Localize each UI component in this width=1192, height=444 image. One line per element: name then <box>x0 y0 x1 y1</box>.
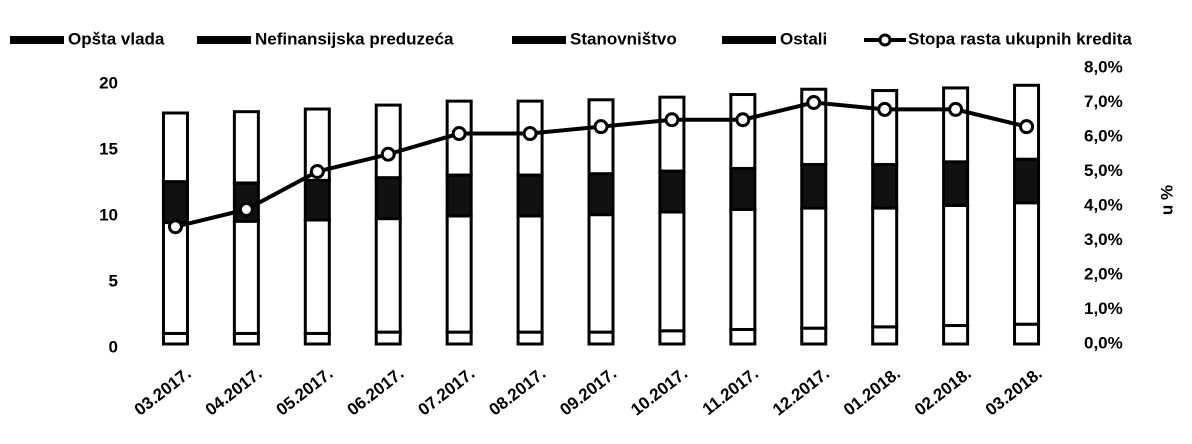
y2-axis-label: u % <box>1157 185 1176 215</box>
bar-segment <box>374 217 402 334</box>
bar-segment <box>232 110 260 185</box>
y2-tick-label: 3,0% <box>1084 230 1123 249</box>
y2-tick-label: 0,0% <box>1084 333 1123 352</box>
bar-segment <box>871 206 899 329</box>
line-marker <box>806 95 822 110</box>
bar-segment <box>942 324 970 346</box>
line-marker <box>1019 119 1035 135</box>
legend-label: Stanovništvo <box>570 29 677 48</box>
bar-segment <box>374 330 402 346</box>
bar-segment <box>161 221 189 335</box>
bar-segment <box>871 162 899 210</box>
bar-segment <box>587 98 615 176</box>
bar-segment <box>232 331 260 346</box>
x-tick-label: 09.2017. <box>556 364 620 420</box>
bar-segment <box>729 327 757 346</box>
x-tick-label: 06.2017. <box>344 364 408 420</box>
bar-segment <box>1013 322 1041 346</box>
x-tick-label: 01.2018. <box>840 364 904 420</box>
line-marker <box>593 119 609 135</box>
bar-segment <box>445 214 473 334</box>
bar-segment <box>374 176 402 221</box>
line-marker <box>735 112 751 128</box>
x-tick-label: 04.2017. <box>202 364 266 420</box>
y-tick-label: 0 <box>109 337 118 356</box>
bar-segment <box>303 331 331 346</box>
bar-segment <box>374 103 402 180</box>
bar-segment <box>800 206 828 330</box>
bar-segment <box>658 95 686 173</box>
y2-tick-label: 5,0% <box>1084 161 1123 180</box>
bar-segment <box>800 326 828 346</box>
legend-label: Stopa rasta ukupnih kredita <box>908 29 1132 48</box>
legend-icon <box>878 33 892 47</box>
line-marker <box>309 164 325 179</box>
x-tick-label: 12.2017. <box>769 364 833 420</box>
bar-segment <box>871 325 899 346</box>
line-marker <box>877 101 893 117</box>
bar-segment <box>587 213 615 334</box>
x-tick-label: 10.2017. <box>627 364 691 420</box>
bar-segment <box>161 331 189 346</box>
bar-segment <box>516 173 544 218</box>
y2-tick-label: 6,0% <box>1084 126 1123 145</box>
x-tick-label: 05.2017. <box>273 364 337 420</box>
bar-segment <box>729 166 757 211</box>
bar-segment <box>1013 201 1041 326</box>
bar-segment <box>587 330 615 346</box>
bar-segment <box>942 203 970 328</box>
bar-segment <box>871 89 899 166</box>
line-marker <box>167 219 183 235</box>
line-marker <box>238 201 254 217</box>
x-tick-label: 08.2017. <box>485 364 549 420</box>
y2-tick-label: 2,0% <box>1084 264 1123 283</box>
y-tick-label: 15 <box>99 139 118 158</box>
legend-icon <box>722 36 776 44</box>
bar-segment <box>303 218 331 335</box>
y2-tick-label: 7,0% <box>1084 92 1123 111</box>
line-marker <box>451 126 467 142</box>
x-tick-label: 03.2018. <box>982 364 1046 420</box>
line-marker <box>664 112 680 128</box>
bar-segment <box>516 330 544 346</box>
bar-segment <box>658 169 686 214</box>
x-tick-label: 02.2018. <box>911 364 975 420</box>
bar-segment <box>729 93 757 170</box>
line-marker <box>948 101 964 117</box>
bar-segment <box>161 111 189 184</box>
line-marker <box>522 126 538 142</box>
bar-segment <box>587 172 615 217</box>
bar-segment <box>942 160 970 207</box>
y2-tick-label: 1,0% <box>1084 299 1123 318</box>
bar-segment <box>1013 157 1041 205</box>
bar-segment <box>303 178 331 222</box>
bar-segment <box>942 86 970 164</box>
bar-segment <box>516 214 544 334</box>
y-tick-label: 5 <box>109 271 118 290</box>
legend-icon <box>10 36 64 44</box>
x-tick-label: 03.2017. <box>131 364 195 420</box>
y-tick-label: 10 <box>99 205 118 224</box>
legend-label: Ostali <box>780 29 827 48</box>
y2-tick-label: 8,0% <box>1084 57 1123 76</box>
legend-label: Nefinansijska preduzeća <box>255 29 454 48</box>
bar-segment <box>161 180 189 225</box>
x-tick-label: 11.2017. <box>699 364 762 419</box>
bar-segment <box>445 173 473 218</box>
legend-label: Opšta vlada <box>68 29 165 48</box>
bar-segment <box>800 162 828 210</box>
y-tick-label: 20 <box>99 73 118 92</box>
bar-segment <box>232 219 260 335</box>
legend-icon <box>197 36 251 44</box>
bar-segment <box>658 329 686 346</box>
bar-segment <box>729 207 757 331</box>
bar-segment <box>658 210 686 333</box>
bar-segment <box>445 330 473 346</box>
x-tick-label: 07.2017. <box>415 364 479 420</box>
y2-tick-label: 4,0% <box>1084 195 1123 214</box>
line-marker <box>380 146 396 162</box>
legend-icon <box>512 36 566 44</box>
